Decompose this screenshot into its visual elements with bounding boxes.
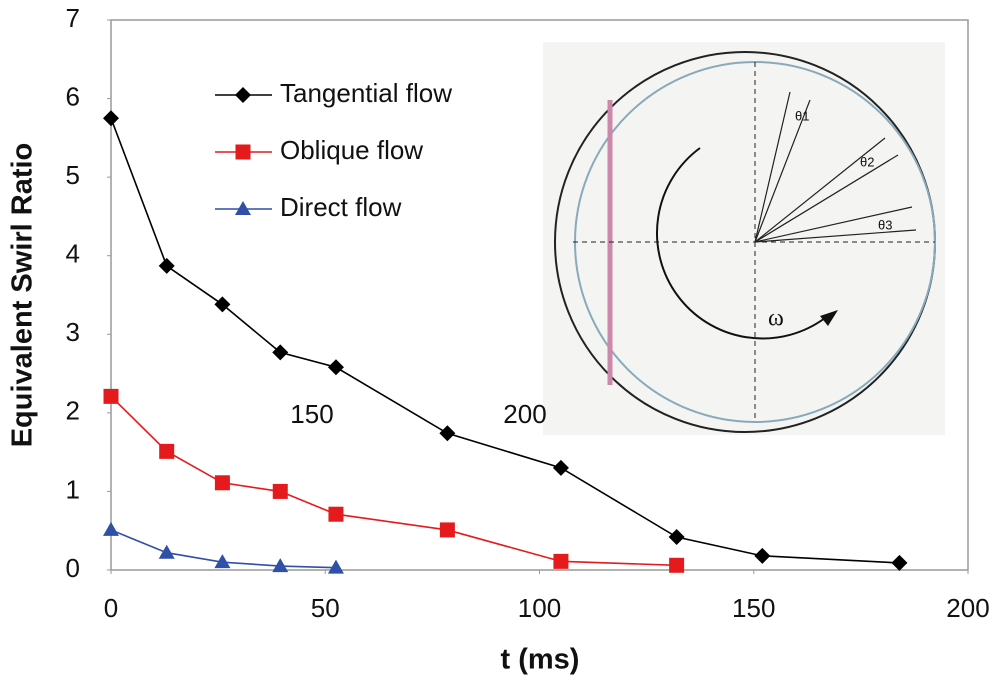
inset-label: ω: [768, 306, 784, 332]
marker: [103, 521, 119, 536]
series-line: [110, 395, 677, 567]
x-tick-label: 150: [732, 593, 775, 623]
inset-rays: [754, 91, 917, 243]
marker: [328, 506, 344, 522]
marker: [103, 388, 119, 404]
y-tick-label: 6: [66, 81, 80, 111]
y-tick-label: 3: [66, 317, 80, 347]
legend-marker: [235, 201, 251, 215]
inset-diagram: θ1 θ2 θ3 ω: [543, 42, 945, 435]
marker: [669, 557, 685, 573]
marker: [159, 443, 175, 459]
marker: [103, 110, 119, 127]
inset-arrowhead: [820, 310, 838, 326]
legend-label: Tangential flow: [280, 78, 452, 108]
marker: [439, 522, 455, 538]
x-tick-label: 200: [946, 593, 989, 623]
inset-label: θ2: [860, 154, 874, 169]
marker: [158, 544, 175, 559]
marker: [272, 558, 289, 573]
marker: [327, 359, 344, 376]
inset-background: [543, 42, 945, 435]
marker: [891, 554, 908, 571]
marker: [272, 344, 289, 361]
y-tick-label: 4: [66, 239, 80, 269]
annotation: 150: [290, 399, 333, 429]
x-tick-label: 100: [518, 593, 561, 623]
y-tick-label: 5: [66, 160, 80, 190]
y-tick-label: 7: [66, 3, 80, 33]
inset-arc: [656, 147, 826, 340]
annotation: 200: [503, 399, 546, 429]
y-tick-label: 2: [66, 396, 80, 426]
x-tick-label: 0: [104, 593, 118, 623]
marker: [668, 529, 685, 545]
y-axis-title: Equivalent Swirl Ratio: [7, 143, 39, 448]
marker: [439, 425, 456, 442]
marker: [552, 459, 569, 476]
legend-marker: [235, 87, 251, 103]
marker: [214, 475, 230, 491]
y-tick-label: 0: [66, 553, 80, 583]
legend-marker: [235, 144, 251, 160]
marker: [327, 559, 344, 574]
marker: [158, 257, 175, 274]
x-axis-title: t (ms): [501, 644, 580, 676]
x-tick-label: 50: [311, 593, 340, 623]
marker: [214, 554, 231, 569]
marker: [754, 547, 771, 564]
legend-label: Direct flow: [280, 192, 402, 222]
series-line: [110, 117, 900, 564]
inset-label: θ1: [795, 108, 809, 123]
marker: [553, 553, 569, 569]
marker: [272, 483, 288, 499]
legend-label: Oblique flow: [280, 135, 423, 165]
inset-label: θ3: [878, 217, 892, 232]
y-tick-label: 1: [66, 474, 80, 504]
marker: [214, 296, 231, 313]
